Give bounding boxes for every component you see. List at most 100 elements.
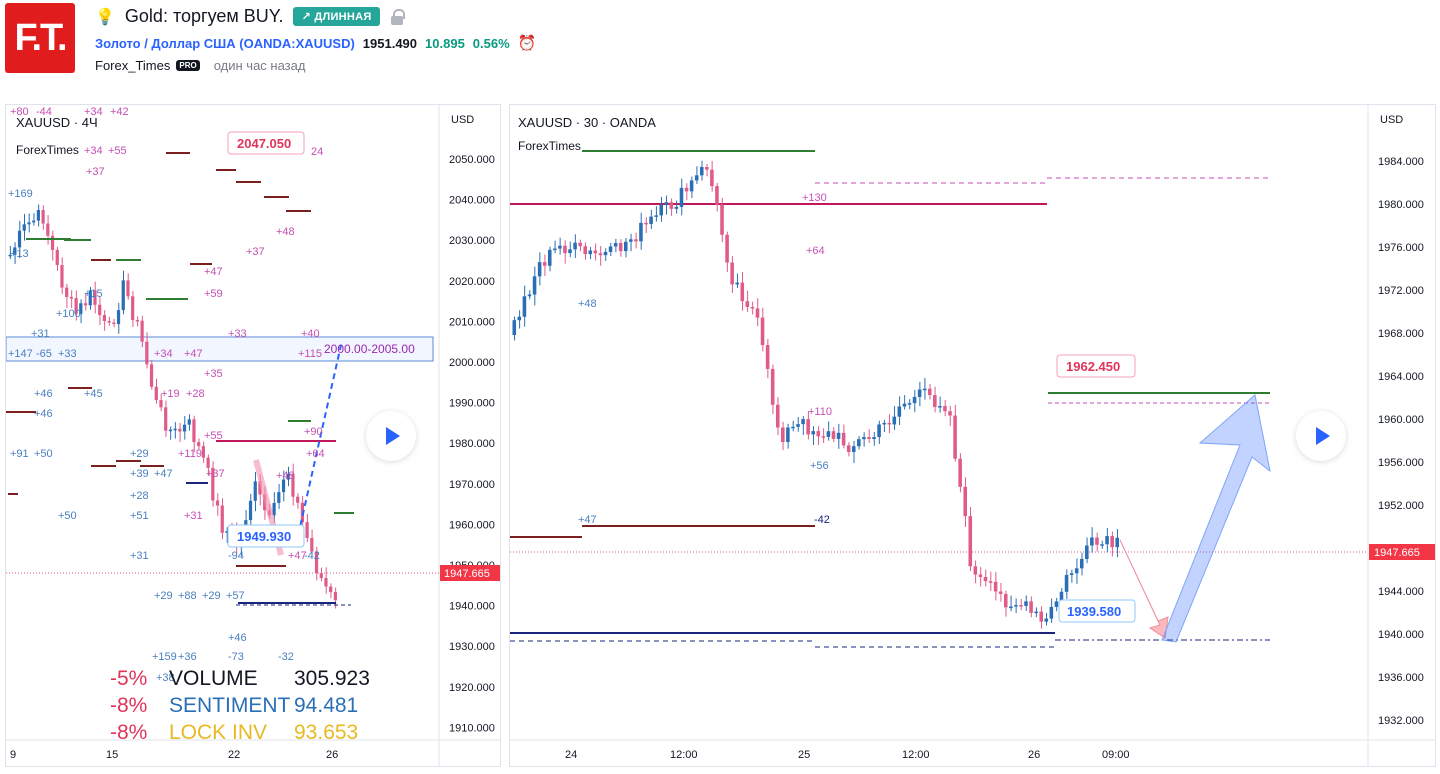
candle-body [603, 251, 608, 256]
candle-body [1054, 601, 1059, 607]
candle-body [993, 581, 998, 592]
candle-body [1044, 618, 1049, 622]
candle-body [107, 321, 111, 323]
alarm-clock-icon[interactable]: ⏰ [517, 35, 537, 52]
candle-body [1100, 544, 1104, 546]
level-annotation: +15 [84, 288, 103, 300]
candle-body [211, 467, 215, 501]
candle-body [826, 431, 831, 437]
candle-body [296, 496, 300, 503]
chart-canvas-30m[interactable]: USD 1984.000 1980.000 1976.000 1972.000 1968.… [510, 105, 1436, 767]
chart-panel-30m[interactable]: USD 1984.000 1980.000 1976.000 1972.000 1968.… [509, 104, 1436, 767]
candle-body [892, 416, 897, 425]
stat-value: 94.481 [294, 694, 358, 717]
stat-name: SENTIMENT [169, 694, 291, 717]
candle-body [644, 222, 648, 225]
candle-body [963, 486, 967, 517]
level-annotation: +147 [8, 348, 33, 360]
candle-body [669, 202, 674, 209]
candle-body [55, 249, 59, 266]
candle-body [593, 250, 598, 254]
candle-body [775, 404, 780, 428]
candle-body [164, 407, 168, 431]
candle-body [140, 320, 144, 342]
level-annotation: -65 [36, 348, 52, 360]
level-annotation: +56 [810, 460, 829, 472]
level-annotation: +47 [288, 550, 307, 562]
level-annotation: +46 [228, 632, 247, 644]
price-tick: 2010.000 [449, 316, 495, 328]
level-annotation: +47 [578, 514, 597, 526]
candle-body [857, 439, 861, 447]
legend-author: ForexTimes [16, 143, 79, 157]
candle-body [725, 234, 729, 263]
candle-body [159, 400, 163, 408]
candle-body [272, 502, 276, 516]
level-annotation: +45 [84, 388, 103, 400]
candle-body [112, 322, 116, 325]
candle-body [694, 175, 699, 181]
candle-body [27, 222, 31, 225]
candle-body [583, 246, 587, 255]
candle-body [154, 386, 158, 401]
chart-panel-4h[interactable]: USD 2050.000 2040.000 2030.000 2020.000 2010.… [5, 104, 501, 767]
candle-body [907, 403, 912, 405]
candle-body [527, 294, 532, 297]
candle-body [715, 186, 719, 205]
level-annotation: +31 [184, 510, 203, 522]
candle-body [69, 296, 73, 299]
play-button[interactable] [1296, 411, 1346, 461]
candle-body [831, 431, 836, 439]
candle-body [333, 592, 337, 601]
level-annotation: +37 [206, 468, 225, 480]
candle-body [634, 239, 638, 242]
price-tick: 2040.000 [449, 195, 495, 207]
candle-body [1019, 605, 1023, 607]
level-annotation: +34 [84, 145, 103, 157]
candle-body [1110, 536, 1114, 548]
candle-body [649, 216, 653, 225]
level-annotation: +42 [110, 106, 129, 118]
price-tick: 1990.000 [449, 398, 495, 410]
level-annotation: +169 [8, 188, 33, 200]
candle-body [654, 215, 658, 217]
candle-body [578, 242, 582, 247]
candle-body [912, 396, 917, 404]
candle-body [1039, 611, 1043, 622]
price-tick: 2030.000 [449, 235, 495, 247]
level-annotation: -42 [814, 514, 830, 526]
direction-badge: ↗ ДЛИННАЯ [293, 7, 380, 26]
level-annotation: +28 [186, 388, 205, 400]
candle-body [36, 210, 40, 221]
chart-canvas-4h[interactable]: USD 2050.000 2040.000 2030.000 2020.000 2010.… [6, 105, 501, 767]
stat-pct: -8% [110, 694, 147, 717]
level-annotation: +47 [154, 468, 173, 480]
candle-body [943, 406, 947, 412]
candle-body [811, 431, 815, 435]
level-annotation: +29 [202, 590, 221, 602]
candle-body [796, 424, 800, 427]
candle-body [197, 442, 201, 447]
play-button[interactable] [366, 411, 416, 461]
candle-body [215, 500, 220, 506]
level-annotation: +55 [108, 145, 127, 157]
candle-body [310, 537, 314, 552]
level-annotation: +28 [130, 490, 149, 502]
level-annotation: +51 [130, 510, 149, 522]
level-annotation: +40 [301, 328, 320, 340]
stat-name: LOCK INV [169, 721, 267, 744]
symbol-link[interactable]: Золото / Доллар США (OANDA:XAUUSD) [95, 35, 355, 51]
author-logo[interactable]: F.T. [5, 3, 75, 73]
level-annotation: +80 [10, 106, 29, 118]
author-name[interactable]: Forex_Times [95, 58, 171, 73]
callout-box [227, 131, 305, 155]
legend-symbol: XAUUSD · 30 · OANDA [518, 115, 656, 130]
projection-line [295, 344, 342, 546]
candle-body [623, 241, 628, 252]
candle-body [791, 426, 795, 429]
price-tick: 1940.000 [1378, 629, 1424, 641]
candle-body [674, 206, 679, 209]
time-tick: 12:00 [670, 749, 698, 761]
candle-body [277, 492, 281, 503]
candle-body [998, 591, 1003, 594]
